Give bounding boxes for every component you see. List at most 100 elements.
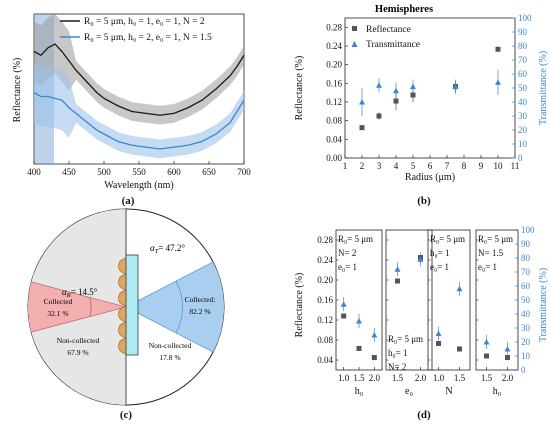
subplot-4: 1.5 2.0h₀ R₀= 5 μm N= 1.5 e₀= 1 [475, 229, 519, 397]
ytick-label: 0.12 [326, 97, 342, 107]
panel-b-ticks: 1 2 3 4 5 6 7 8 9 10 11 0.00 0.04 0.08 0.12 0.16 0.20 0.2… [326, 13, 532, 171]
y2tick-label: 10 [521, 351, 531, 361]
panel-c-caption: (c) [120, 409, 133, 421]
collected-right-pct: 82.2 % [189, 307, 210, 316]
transmittance-point [394, 266, 401, 272]
legend-label-series-1: R₀ = 5 μm, h₀ = 1, e₀ = 1, N = 2 [84, 17, 205, 27]
y2tick-label: 80 [518, 41, 528, 51]
alpha-t-label: αT= 47.2° [150, 243, 185, 255]
xtick-label: 3 [377, 161, 382, 171]
xtick-label: 550 [132, 167, 146, 177]
transmittance-point [435, 330, 442, 337]
ytick-label: 0.24 [317, 255, 333, 265]
ytick-label: 0.16 [326, 78, 342, 88]
y2tick-label: 20 [521, 337, 531, 347]
y2tick-label: 90 [521, 239, 531, 249]
alpha-t-arc [175, 280, 183, 334]
ytick-label: 0.28 [317, 235, 333, 245]
collected-cone-right [125, 249, 224, 365]
transmittance-point [371, 332, 378, 338]
transmittance-point [456, 285, 463, 292]
transmittance-point [417, 256, 424, 262]
xtick-label: 1.5 [481, 373, 493, 383]
reflectance-point [341, 313, 347, 319]
reflectance-point [393, 98, 399, 104]
reflectance-point [484, 353, 489, 359]
reflectance-point [410, 92, 416, 98]
panel-a-series [33, 14, 245, 159]
alpha-r-arc [89, 297, 92, 317]
transmittance-point [410, 83, 416, 90]
reflectance-point [356, 346, 362, 351]
xtick-label: 600 [167, 167, 181, 177]
xtick-label: 1.5 [454, 373, 466, 383]
ytick-label: 0.20 [326, 60, 342, 70]
transmittance-point [483, 339, 490, 345]
panel-b-points [359, 46, 501, 131]
panel-a-caption: (a) [122, 195, 135, 207]
subplot-param: N= 2 [388, 362, 406, 372]
ytick-label: 0.04 [326, 134, 342, 144]
transmittance-point [452, 83, 459, 90]
xtick-label: 9 [479, 161, 484, 171]
y2tick-label: 0 [518, 153, 523, 163]
noncollected-right-pct: 17.8 % [159, 353, 180, 362]
substrate-slab [125, 254, 139, 356]
y2tick-label: 0 [521, 365, 526, 375]
subplot-param: N= 2 [338, 248, 356, 258]
xtick-label: 2 [360, 161, 365, 171]
ytick-label: 0.08 [317, 335, 333, 345]
y2tick-label: 70 [521, 267, 531, 277]
legend-label-transmittance: Transmittance [366, 40, 420, 50]
ytick-label: 0.08 [326, 116, 342, 126]
xtick-label: 7 [445, 161, 450, 171]
xtick-label: 400 [27, 167, 41, 177]
y2tick-label: 20 [518, 125, 528, 135]
panel-a-xticks: 400 450 500 550 600 650 700 [27, 161, 251, 177]
xtick-label: 11 [511, 161, 520, 171]
transmittance-point [376, 82, 382, 88]
y2tick-label: 50 [521, 295, 531, 305]
y2tick-label: 30 [521, 323, 531, 333]
xtick-label: 1.0 [338, 373, 350, 383]
transmittance-point [340, 301, 347, 307]
legend-label-series-2: R₀ = 5 μm, h₀ = 2, e₀ = 1, N = 1.5 [84, 33, 212, 43]
xtick-label: 1.5 [392, 373, 404, 383]
y2tick-label: 90 [518, 27, 528, 37]
y2tick-label: 80 [521, 253, 531, 263]
subplot-param: N= 1.5 [478, 248, 504, 258]
y2tick-label: 40 [518, 97, 528, 107]
xtick-label: 4 [394, 161, 399, 171]
subplot-param: e₀= 1 [338, 262, 357, 272]
panel-b-caption: (b) [417, 195, 431, 207]
xtick-label: 2.0 [369, 373, 381, 383]
reflectance-point [376, 113, 382, 119]
noncollected-right-label: Non-collected [149, 341, 192, 350]
transmittance-point [393, 87, 399, 94]
panel-b-ylabel2: Transmittance (%) [538, 51, 549, 125]
panel-d-subplots: 0.04 0.08 0.12 0.16 0.20 0.24 0.28 0 10 20 30 40 50 6… [317, 225, 535, 397]
series-band-1 [34, 14, 244, 125]
subplot-param: R₀= 5 μm [338, 234, 373, 244]
reflectance-point [395, 278, 400, 284]
xtick-label: 500 [97, 167, 111, 177]
xtick-label: 5 [411, 161, 416, 171]
series-line-1 [33, 43, 245, 116]
xtick-label: 700 [237, 167, 251, 177]
ytick-label: 0.24 [326, 41, 342, 51]
xtick-label: 2.0 [502, 373, 514, 383]
y2tick-label: 70 [518, 55, 528, 65]
series-band-2 [34, 62, 244, 159]
y2tick-label: 40 [521, 309, 531, 319]
transmittance-point [356, 318, 362, 324]
subplot-xlabel: h₀ [493, 386, 502, 397]
panel-a: 400 450 500 550 600 650 700 Wavelength (nm) Re… [12, 13, 251, 207]
panel-b-frame [344, 17, 516, 159]
panel-b: Hemispheres 1 2 3 4 5 6 7 8 9 10 11 0.00 0.04 0.08 0.1… [294, 4, 549, 207]
series-line-2 [33, 92, 245, 150]
subplot-param: R₀= 5 μm [388, 334, 423, 344]
xtick-label: 650 [202, 167, 216, 177]
subplot-param: e₀= 1 [478, 262, 497, 272]
xtick-label: 10 [494, 161, 504, 171]
